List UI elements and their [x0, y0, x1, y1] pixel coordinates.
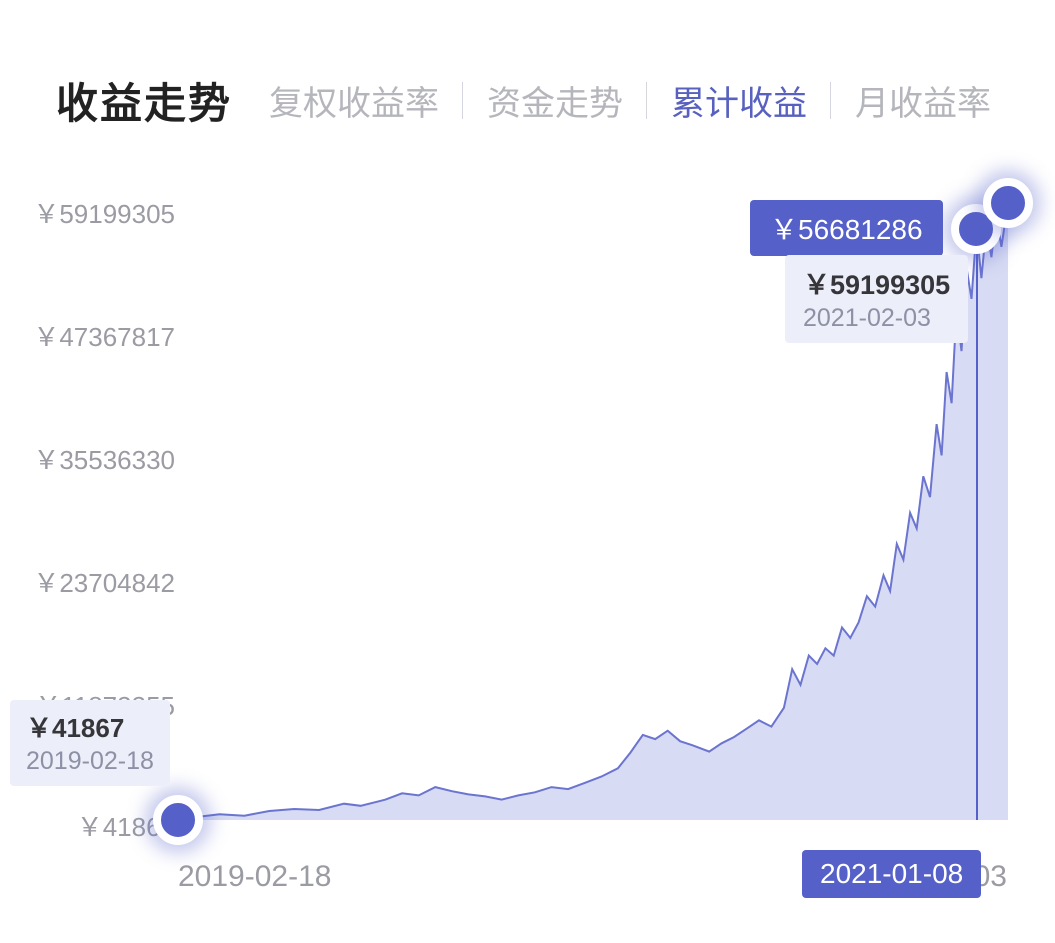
tooltip-start-value: ￥41867: [26, 708, 154, 745]
y-tick-label: ￥47367817: [33, 317, 175, 354]
marker-start[interactable]: [153, 795, 203, 845]
tooltip-peak-value: ￥59199305: [803, 263, 950, 302]
tab-cumulative-return[interactable]: 累计收益: [647, 76, 831, 125]
y-tick-label: ￥23704842: [33, 563, 175, 600]
tab-monthly-return[interactable]: 月收益率: [831, 76, 1015, 125]
date-badge-label: 2021-01-08: [820, 858, 963, 889]
tooltip-peak: ￥59199305 2021-02-03: [785, 255, 968, 343]
chart-area: ￥59199305 ￥47367817 ￥35536330 ￥23704842 …: [0, 170, 1055, 900]
marker-end[interactable]: [983, 178, 1033, 228]
y-tick-label: ￥35536330: [33, 440, 175, 477]
page-title: 收益走势: [56, 70, 232, 131]
earnings-chart-screen: 收益走势 复权收益率 资金走势 累计收益 月收益率 ￥59199305 ￥473…: [0, 0, 1055, 943]
highlight-vertical-line: [976, 229, 978, 820]
tooltip-start-date: 2019-02-18: [26, 747, 154, 776]
y-tick-label: ￥59199305: [33, 194, 175, 231]
tab-adjusted-return[interactable]: 复权收益率: [245, 76, 463, 125]
date-badge: 2021-01-08: [802, 850, 981, 898]
tooltip-mid-value: ￥56681286: [770, 214, 923, 245]
x-start-label: 2019-02-18: [178, 860, 331, 894]
tab-fund-trend[interactable]: 资金走势: [463, 76, 647, 125]
tooltip-start: ￥41867 2019-02-18: [10, 700, 170, 786]
tab-bar: 复权收益率 资金走势 累计收益 月收益率: [245, 76, 1015, 125]
tooltip-mid: ￥56681286: [750, 200, 943, 256]
header: 收益走势 复权收益率 资金走势 累计收益 月收益率: [0, 0, 1055, 131]
tooltip-peak-date: 2021-02-03: [803, 304, 950, 333]
